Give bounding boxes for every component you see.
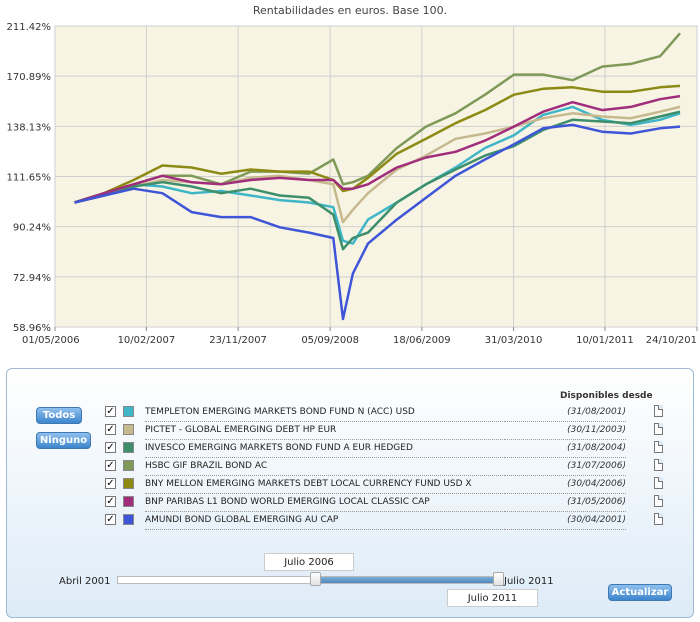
available-since-header: Disponibles desde bbox=[560, 391, 653, 401]
document-icon[interactable] bbox=[654, 441, 663, 453]
series-color-swatch bbox=[123, 442, 134, 453]
fund-checkbox[interactable]: ✓ bbox=[105, 424, 116, 435]
fund-row: ✓ PICTET - GLOBAL EMERGING DEBT HP EUR (… bbox=[105, 422, 663, 440]
x-tick-label: 01/05/2006 bbox=[22, 335, 80, 346]
fund-row: ✓ AMUNDI BOND GLOBAL EMERGING AU CAP (30… bbox=[105, 512, 663, 530]
fund-available-date: (31/08/2001) bbox=[505, 404, 626, 422]
document-icon[interactable] bbox=[654, 513, 663, 525]
series-color-swatch bbox=[123, 406, 134, 417]
fund-name: HSBC GIF BRAZIL BOND AC bbox=[145, 458, 505, 476]
y-tick-label: 90.24% bbox=[13, 223, 51, 234]
selected-from-date: Julio 2006 bbox=[264, 553, 354, 571]
fund-available-date: (30/04/2006) bbox=[505, 476, 626, 494]
slider-start-handle[interactable] bbox=[310, 572, 321, 586]
fund-name: BNY MELLON EMERGING MARKETS DEBT LOCAL C… bbox=[145, 476, 505, 494]
fund-name: TEMPLETON EMERGING MARKETS BOND FUND N (… bbox=[145, 404, 505, 422]
document-icon[interactable] bbox=[654, 459, 663, 471]
series-line bbox=[74, 110, 681, 251]
fund-available-date: (30/04/2001) bbox=[505, 512, 626, 530]
series-line bbox=[74, 105, 681, 245]
fund-row: ✓ BNY MELLON EMERGING MARKETS DEBT LOCAL… bbox=[105, 476, 663, 494]
x-tick-label: 10/02/2007 bbox=[118, 335, 176, 346]
range-end-label: Julio 2011 bbox=[504, 576, 554, 587]
y-tick-label: 211.42% bbox=[7, 22, 52, 33]
x-tick-label: 24/10/201 bbox=[646, 335, 697, 346]
y-tick-label: 138.13% bbox=[7, 122, 52, 133]
fund-name: INVESCO EMERGING MARKETS BOND FUND A EUR… bbox=[145, 440, 505, 458]
update-button[interactable]: Actualizar bbox=[608, 584, 672, 601]
fund-row: ✓ INVESCO EMERGING MARKETS BOND FUND A E… bbox=[105, 440, 663, 458]
fund-checkbox[interactable]: ✓ bbox=[105, 496, 116, 507]
fund-name: AMUNDI BOND GLOBAL EMERGING AU CAP bbox=[145, 512, 505, 530]
y-tick-label: 170.89% bbox=[7, 72, 52, 83]
select-none-button[interactable]: Ninguno bbox=[36, 432, 91, 449]
x-tick-label: 18/06/2009 bbox=[393, 335, 451, 346]
range-start-label: Abril 2001 bbox=[59, 576, 111, 587]
document-icon[interactable] bbox=[654, 477, 663, 489]
fund-checkbox[interactable]: ✓ bbox=[105, 478, 116, 489]
fund-checkbox[interactable]: ✓ bbox=[105, 460, 116, 471]
x-tick-label: 23/11/2007 bbox=[209, 335, 267, 346]
fund-row: ✓ TEMPLETON EMERGING MARKETS BOND FUND N… bbox=[105, 404, 663, 422]
fund-name: BNP PARIBAS L1 BOND WORLD EMERGING LOCAL… bbox=[145, 494, 505, 512]
y-tick-label: 111.65% bbox=[7, 172, 52, 183]
chart-title: Rentabilidades en euros. Base 100. bbox=[252, 4, 448, 17]
y-tick-label: 72.94% bbox=[13, 273, 51, 284]
fund-row: ✓ HSBC GIF BRAZIL BOND AC (31/07/2006) bbox=[105, 458, 663, 476]
fund-selector-panel: Todos Ninguno Disponibles desde ✓ TEMPLE… bbox=[6, 368, 694, 618]
line-chart: 211.42% 170.89% 138.13% 111.65% 90.24% 72.94%… bbox=[7, 22, 698, 346]
y-tick-label: 58.96% bbox=[13, 323, 51, 334]
series-line bbox=[74, 32, 681, 204]
slider-selected-range bbox=[318, 577, 500, 583]
series-color-swatch bbox=[123, 514, 134, 525]
selected-to-date: Julio 2011 bbox=[447, 589, 538, 607]
series-color-swatch bbox=[123, 496, 134, 507]
series-color-swatch bbox=[123, 478, 134, 489]
fund-available-date: (31/08/2004) bbox=[505, 440, 626, 458]
fund-checkbox[interactable]: ✓ bbox=[105, 514, 116, 525]
document-icon[interactable] bbox=[654, 405, 663, 417]
x-tick-label: 10/01/2011 bbox=[576, 335, 634, 346]
fund-checkbox[interactable]: ✓ bbox=[105, 442, 116, 453]
fund-checkbox[interactable]: ✓ bbox=[105, 406, 116, 417]
series-line bbox=[74, 123, 681, 321]
series-color-swatch bbox=[123, 460, 134, 471]
fund-available-date: (31/05/2006) bbox=[505, 494, 626, 512]
series-color-swatch bbox=[123, 424, 134, 435]
x-tick-label: 31/03/2010 bbox=[485, 335, 543, 346]
fund-available-date: (31/07/2006) bbox=[505, 458, 626, 476]
date-range-slider[interactable] bbox=[117, 576, 501, 584]
series-line bbox=[74, 84, 681, 204]
x-tick-label: 05/09/2008 bbox=[301, 335, 359, 346]
slider-end-handle[interactable] bbox=[493, 572, 504, 586]
fund-name: PICTET - GLOBAL EMERGING DEBT HP EUR bbox=[145, 422, 505, 440]
fund-row: ✓ BNP PARIBAS L1 BOND WORLD EMERGING LOC… bbox=[105, 494, 663, 512]
document-icon[interactable] bbox=[654, 423, 663, 435]
document-icon[interactable] bbox=[654, 495, 663, 507]
select-all-button[interactable]: Todos bbox=[36, 407, 82, 424]
fund-available-date: (30/11/2003) bbox=[505, 422, 626, 440]
series-line bbox=[74, 94, 681, 204]
